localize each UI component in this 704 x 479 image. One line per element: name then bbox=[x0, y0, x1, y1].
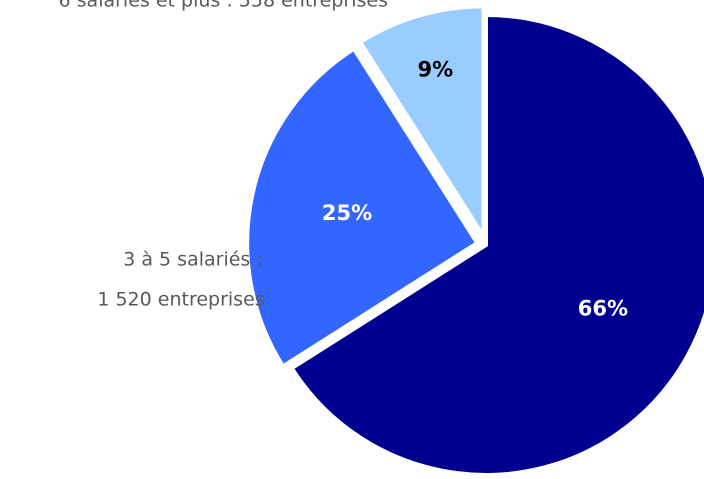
value-label: 25% bbox=[322, 201, 372, 225]
value-label: 66% bbox=[578, 296, 628, 320]
value-label: 9% bbox=[418, 58, 454, 82]
category-label: 6 salariés et plus : 558 entreprises bbox=[59, 0, 388, 12]
pie-slice bbox=[289, 12, 704, 477]
category-label: 1 520 entreprises bbox=[97, 289, 264, 311]
pie-slice bbox=[357, 4, 486, 244]
category-label: 3 à 5 salariés : bbox=[123, 249, 263, 271]
pie-slice bbox=[245, 46, 480, 370]
